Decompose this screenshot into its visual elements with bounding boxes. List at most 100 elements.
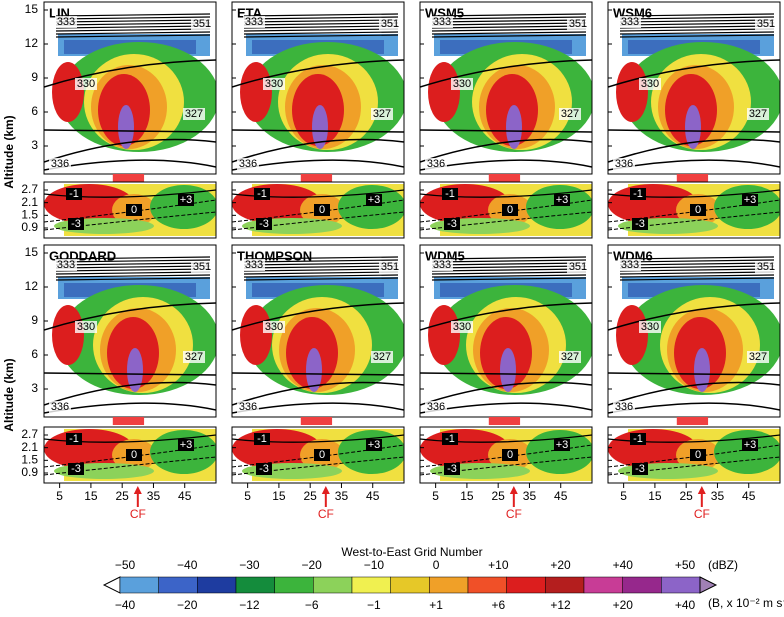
contour-label: 327 xyxy=(749,108,767,120)
contour-label-bg xyxy=(444,463,460,475)
contour xyxy=(44,199,216,223)
colorbar-swatch xyxy=(506,576,546,594)
contour-label: -3 xyxy=(635,218,645,230)
contour xyxy=(44,444,216,468)
isentrope xyxy=(55,28,211,32)
contour-label: 327 xyxy=(373,351,391,363)
contour xyxy=(232,189,404,198)
isentrope xyxy=(232,372,404,376)
colorbar-label: +50 xyxy=(675,558,696,572)
panel-frame xyxy=(231,426,405,484)
contour xyxy=(232,199,404,223)
isentrope xyxy=(232,138,404,163)
contour xyxy=(608,444,780,468)
contour-label: 333 xyxy=(433,259,451,271)
cold-front-bar xyxy=(488,417,521,425)
contour-label: 327 xyxy=(185,108,203,120)
x-tick-label: 45 xyxy=(742,489,756,503)
contour xyxy=(44,189,216,198)
isentrope xyxy=(243,262,399,266)
isentrope xyxy=(431,277,587,281)
contour-label-bg xyxy=(366,194,382,206)
contour-label-bg xyxy=(554,194,570,206)
contour-label: -1 xyxy=(69,433,79,445)
contour-label-bg xyxy=(55,16,77,28)
contour-label: 333 xyxy=(433,16,451,28)
isentrope xyxy=(55,256,211,260)
contour xyxy=(420,456,592,476)
contour-label-bg xyxy=(630,188,646,200)
colorbar-label: −40 xyxy=(115,598,136,612)
contour-label-bg xyxy=(183,108,205,120)
isentrope xyxy=(243,22,399,26)
x-tick-label: 25 xyxy=(492,489,506,503)
colorbar-label: +40 xyxy=(613,558,634,572)
isentrope xyxy=(55,31,211,35)
contour-label: 351 xyxy=(569,18,587,30)
isentrope xyxy=(55,16,211,20)
isentrope xyxy=(44,138,216,163)
echo-left xyxy=(428,305,460,365)
contour xyxy=(420,434,592,443)
y-tick-label: 2.7 xyxy=(21,182,38,196)
colorbar-swatch xyxy=(351,576,391,594)
contour-label: 333 xyxy=(57,259,75,271)
contour-label: -3 xyxy=(71,218,81,230)
contour-label-bg xyxy=(243,16,265,28)
x-tick-label: 15 xyxy=(272,489,286,503)
contour-label: 333 xyxy=(621,259,639,271)
colorbar-swatch xyxy=(583,576,623,594)
contour xyxy=(420,444,592,468)
contour-label-bg xyxy=(75,78,97,90)
contour-label: 327 xyxy=(561,108,579,120)
isentrope xyxy=(619,274,775,278)
contour-label-bg xyxy=(755,261,777,273)
echo-core xyxy=(127,348,143,392)
panel-frame xyxy=(607,181,781,239)
buoyancy-green xyxy=(150,185,216,229)
contour xyxy=(608,456,780,476)
colorbar-label: −6 xyxy=(305,598,319,612)
echo-core xyxy=(685,105,701,149)
y-tick-label: 15 xyxy=(25,2,39,16)
contour-label: 333 xyxy=(245,16,263,28)
contour-label: 336 xyxy=(51,401,69,413)
isentrope xyxy=(55,13,211,17)
contour-label: 0 xyxy=(695,449,701,461)
contour-label-bg xyxy=(191,261,213,273)
colorbar-swatch xyxy=(158,576,198,594)
y-tick-label: 1.5 xyxy=(21,453,38,467)
isentrope xyxy=(431,16,587,20)
contour-label-bg xyxy=(502,204,518,216)
x-tick-label: 5 xyxy=(620,489,627,503)
colorbar-label: +6 xyxy=(491,598,505,612)
contour-label-bg xyxy=(613,158,635,170)
contour-label-bg xyxy=(126,204,142,216)
isentrope xyxy=(44,302,216,331)
isentrope xyxy=(619,34,775,38)
isentrope xyxy=(431,34,587,38)
cf-label: CF xyxy=(318,507,334,521)
x-tick-label: 15 xyxy=(84,489,98,503)
upper-panel xyxy=(44,2,216,174)
contour-label: -3 xyxy=(447,463,457,475)
x-tick-label: 35 xyxy=(335,489,349,503)
y-tick-label: 9 xyxy=(31,313,38,327)
x-tick-label: 45 xyxy=(366,489,380,503)
contour-label-bg xyxy=(49,158,71,170)
upper-panel xyxy=(608,245,780,417)
isentrope xyxy=(232,381,404,406)
contour-label-bg xyxy=(68,463,84,475)
isentrope xyxy=(420,372,592,376)
buoyancy-green xyxy=(338,185,404,229)
y-tick-label: 0.9 xyxy=(21,220,38,234)
isentrope xyxy=(55,34,211,38)
contour-label: 333 xyxy=(57,16,75,28)
isentrope xyxy=(619,259,775,263)
x-tick-label: 25 xyxy=(116,489,130,503)
contour-label: +3 xyxy=(556,194,569,206)
contour-label: +3 xyxy=(180,194,193,206)
isentrope xyxy=(619,256,775,260)
contour-label-bg xyxy=(379,261,401,273)
colorbar-label: −10 xyxy=(364,558,385,572)
